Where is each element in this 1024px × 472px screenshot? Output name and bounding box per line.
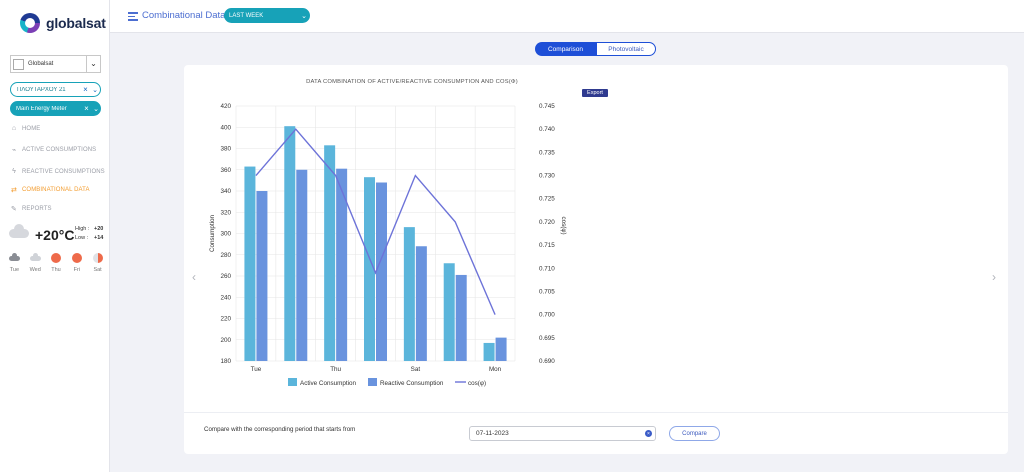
company-name: Globalsat	[28, 61, 54, 67]
chevron-right-icon[interactable]: ›	[992, 270, 996, 284]
forecast-day: Thu	[46, 252, 67, 273]
chevron-down-icon[interactable]: ⌄	[86, 56, 100, 72]
meter-select[interactable]: Main Energy Meter × ⌄	[10, 101, 101, 116]
compare-date-input[interactable]: 07-11-2023 ×	[469, 426, 656, 441]
nav-label: REACTIVE CONSUMPTIONS	[22, 168, 105, 175]
low-temperature: Low : +14	[75, 235, 104, 241]
tab-photovoltaic[interactable]: Photovoltaic	[596, 42, 656, 56]
nav-item-reports[interactable]: ✎ REPORTS	[10, 205, 52, 213]
brand-name: globalsat	[46, 15, 106, 31]
period-value: LAST WEEK	[229, 12, 264, 19]
nav-label: COMBINATIONAL DATA	[22, 187, 90, 193]
clear-date-icon[interactable]: ×	[645, 430, 652, 437]
nav-label: ACTIVE CONSUMPTIONS	[22, 147, 97, 153]
forecast-day: Sat	[87, 252, 108, 273]
bolt-icon: ϟ	[12, 168, 16, 175]
sun-icon	[50, 253, 61, 263]
building-name: ΠΛΟΥΤΑΡΧΟΥ 21	[17, 86, 66, 93]
line-chart-icon: ⌁	[11, 147, 17, 154]
nav-label: HOME	[22, 125, 41, 132]
edit-icon: ✎	[11, 206, 17, 213]
period-select[interactable]: LAST WEEK ⌄	[224, 8, 310, 23]
forecast-day: Wed	[25, 252, 46, 273]
current-temperature: +20°C	[35, 227, 75, 243]
brand-logo[interactable]: globalsat	[20, 13, 106, 33]
compare-label: Compare with the corresponding period th…	[204, 426, 356, 433]
menu-icon[interactable]	[128, 12, 138, 21]
chevron-down-icon[interactable]: ⌄	[301, 12, 307, 20]
sidebar: globalsat Globalsat ⌄ ΠΛΟΥΤΑΡΧΟΥ 21 × ⌄ …	[0, 0, 110, 472]
page-title: Combinational Data	[142, 10, 226, 21]
company-logo-image	[13, 58, 24, 70]
chart-card	[184, 65, 1008, 454]
compare-date-value: 07-11-2023	[476, 430, 509, 437]
partly-sunny-icon	[92, 253, 103, 263]
clear-icon[interactable]: ×	[83, 85, 88, 94]
nav-item-home[interactable]: ⌂ HOME	[10, 125, 40, 132]
globalsat-logo-icon	[20, 13, 40, 33]
meter-name: Main Energy Meter	[16, 105, 67, 112]
forecast-day: Fri	[66, 252, 87, 273]
divider	[184, 412, 1008, 413]
home-icon: ⌂	[11, 125, 17, 132]
swap-icon: ⇄	[11, 187, 17, 194]
compare-button[interactable]: Compare	[669, 426, 720, 441]
rain-cloud-icon	[8, 252, 20, 261]
cloud-icon	[9, 224, 29, 238]
topbar: Combinational Data LAST WEEK ⌄	[110, 0, 1024, 33]
forecast-day: Tue	[4, 252, 25, 273]
nav-item-combinational-data[interactable]: ⇄ COMBINATIONAL DATA	[10, 186, 90, 194]
high-temperature: High : +20	[75, 226, 104, 232]
chevron-down-icon[interactable]: ⌄	[93, 105, 99, 113]
sun-icon	[71, 253, 82, 263]
nav-label: REPORTS	[22, 206, 52, 212]
view-toggle: Comparison Photovoltaic	[535, 42, 656, 56]
chart-title: DATA COMBINATION OF ACTIVE/REACTIVE CONS…	[306, 79, 518, 85]
chevron-left-icon[interactable]: ‹	[192, 270, 196, 284]
company-select[interactable]: Globalsat ⌄	[10, 55, 101, 73]
nav-item-active-consumptions[interactable]: ⌁ ACTIVE CONSUMPTIONS	[10, 146, 96, 154]
tab-comparison[interactable]: Comparison	[535, 42, 596, 56]
building-select[interactable]: ΠΛΟΥΤΑΡΧΟΥ 21 × ⌄	[10, 82, 101, 97]
export-button[interactable]: Export	[582, 89, 608, 97]
nav-item-reactive-consumptions[interactable]: ϟ REACTIVE CONSUMPTIONS	[10, 168, 105, 175]
weather-widget: +20°C High : +20 Low : +14	[6, 222, 106, 252]
clear-icon[interactable]: ×	[84, 104, 89, 113]
cloud-icon	[29, 252, 41, 261]
chevron-down-icon[interactable]: ⌄	[92, 86, 98, 94]
weather-forecast: Tue Wed Thu Fri Sat	[4, 252, 108, 273]
